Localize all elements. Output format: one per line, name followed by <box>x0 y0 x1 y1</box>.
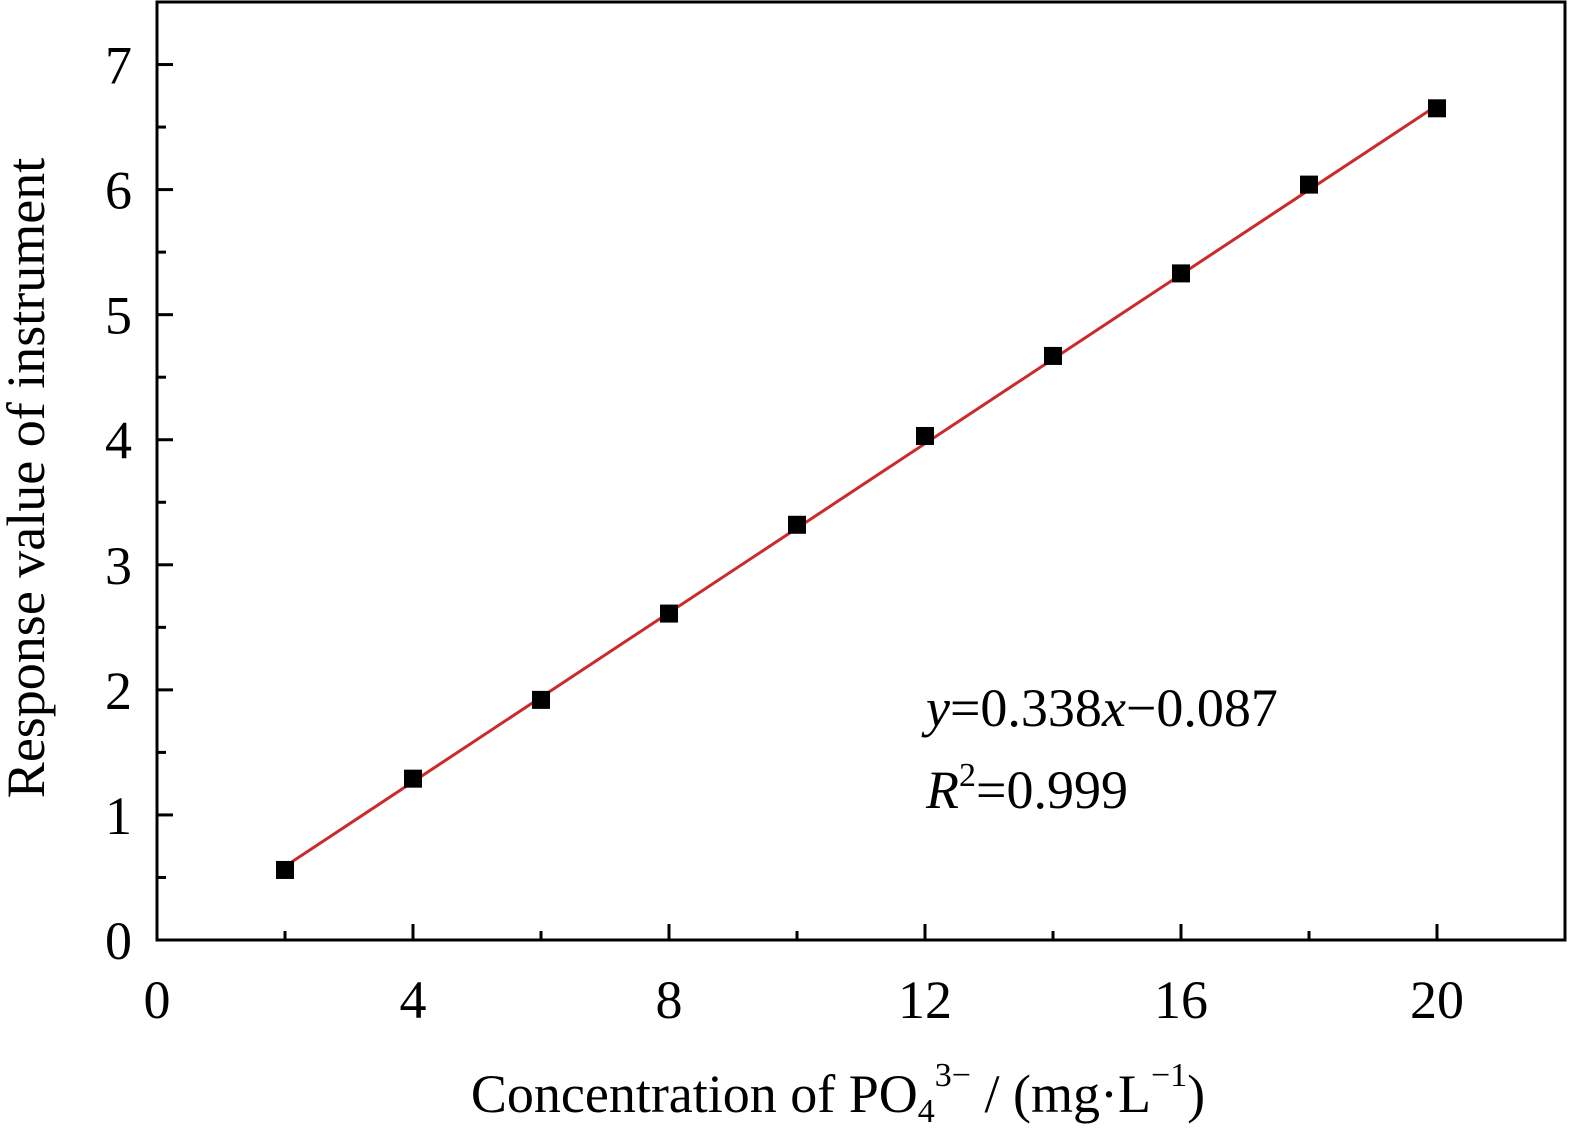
x-tick-label: 12 <box>898 970 952 1030</box>
plot-frame <box>155 0 1567 942</box>
y-axis-ticks: 0 1 2 3 4 5 6 7 <box>105 36 173 971</box>
data-point <box>788 515 806 534</box>
y-tick-label: 0 <box>105 911 132 971</box>
x-tick-label: 16 <box>1154 970 1208 1030</box>
x-tick-label: 0 <box>144 970 171 1030</box>
data-point <box>532 690 550 709</box>
y-tick-label: 4 <box>105 411 132 471</box>
x-axis-ticks: 0 4 8 12 16 20 <box>144 924 1464 1030</box>
x-axis-title: Concentration of PO43− / (mg·L−1) <box>471 1057 1205 1130</box>
data-point <box>916 426 934 445</box>
fit-equation: y=0.338x−0.087 <box>921 678 1278 738</box>
eq-y-var: y <box>921 678 950 738</box>
r-label: R <box>925 760 959 820</box>
y-tick-label: 1 <box>105 786 132 846</box>
data-point <box>660 604 678 623</box>
data-point <box>1044 346 1062 365</box>
y-tick-label: 5 <box>105 286 132 346</box>
data-point <box>276 860 294 879</box>
fit-layer <box>284 104 1438 868</box>
r-value: =0.999 <box>976 760 1128 820</box>
data-point <box>1172 264 1190 283</box>
data-point <box>1428 99 1446 118</box>
eq-x-var: x <box>1101 678 1126 738</box>
y-axis-title: Response value of instrument <box>0 158 56 798</box>
r-squared: R2=0.999 <box>925 757 1128 820</box>
y-tick-label: 7 <box>105 36 132 96</box>
data-point <box>404 769 422 788</box>
y-tick-label: 6 <box>105 161 132 221</box>
data-point <box>1300 175 1318 194</box>
eq-slope: =0.338 <box>950 678 1102 738</box>
x-axis-title-unit: / (mg·L <box>971 1064 1151 1124</box>
x-axis-title-unit-sup: −1 <box>1151 1057 1187 1094</box>
y-tick-label: 2 <box>105 661 132 721</box>
fit-line <box>284 104 1438 868</box>
x-axis-title-main: Concentration of PO <box>471 1064 918 1124</box>
x-tick-label: 20 <box>1410 970 1464 1030</box>
x-tick-label: 8 <box>656 970 683 1030</box>
y-tick-label: 3 <box>105 536 132 596</box>
data-points <box>276 99 1446 879</box>
x-axis-title-unit-close: ) <box>1187 1064 1205 1124</box>
x-tick-label: 4 <box>400 970 427 1030</box>
x-axis-title-sup: 3− <box>935 1057 971 1094</box>
r-sup: 2 <box>959 757 976 794</box>
x-axis-title-sub: 4 <box>918 1093 935 1130</box>
eq-intercept: −0.087 <box>1126 678 1278 738</box>
